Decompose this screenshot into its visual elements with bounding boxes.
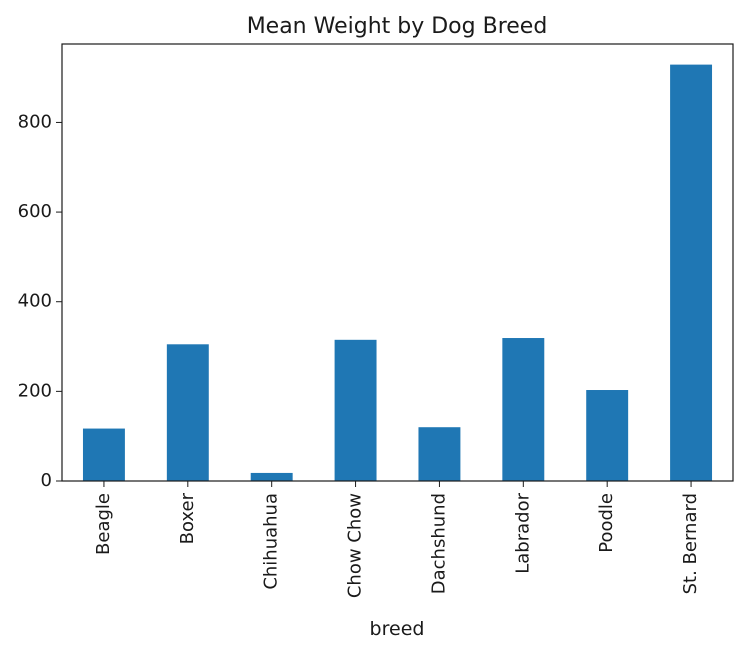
x-tick-label: Chow Chow [345, 493, 366, 598]
x-axis: Beagle Boxer Chihuahua Chow Chow Dachshund La… [93, 481, 701, 598]
y-tick-label: 0 [41, 470, 52, 491]
bar-boxer [166, 344, 209, 481]
x-tick-label: Poodle [596, 493, 617, 553]
y-axis: 0 200 400 600 800 [18, 111, 62, 491]
y-tick-label: 200 [18, 380, 52, 401]
y-tick-label: 400 [18, 291, 52, 312]
x-tick-label: St. Bernard [680, 493, 701, 594]
bar-st-bernard [670, 64, 713, 482]
bar-group [82, 64, 713, 482]
x-tick-label: Chihuahua [261, 493, 282, 590]
bar-chihuahua [250, 472, 293, 481]
chart-title: Mean Weight by Dog Breed [247, 14, 548, 39]
x-tick-label: Boxer [177, 492, 198, 544]
bar-labrador [502, 338, 545, 481]
x-tick-label: Beagle [93, 493, 114, 555]
y-tick-label: 800 [18, 111, 52, 132]
x-axis-label: breed [370, 618, 425, 640]
bar-poodle [586, 390, 629, 481]
bar-dachshund [418, 427, 461, 481]
y-tick-label: 600 [18, 201, 52, 222]
bar-chow-chow [334, 339, 377, 481]
plot-frame [61, 43, 734, 482]
x-tick-label: Labrador [512, 492, 533, 573]
bar-beagle [82, 428, 125, 481]
x-tick-label: Dachshund [428, 493, 449, 594]
